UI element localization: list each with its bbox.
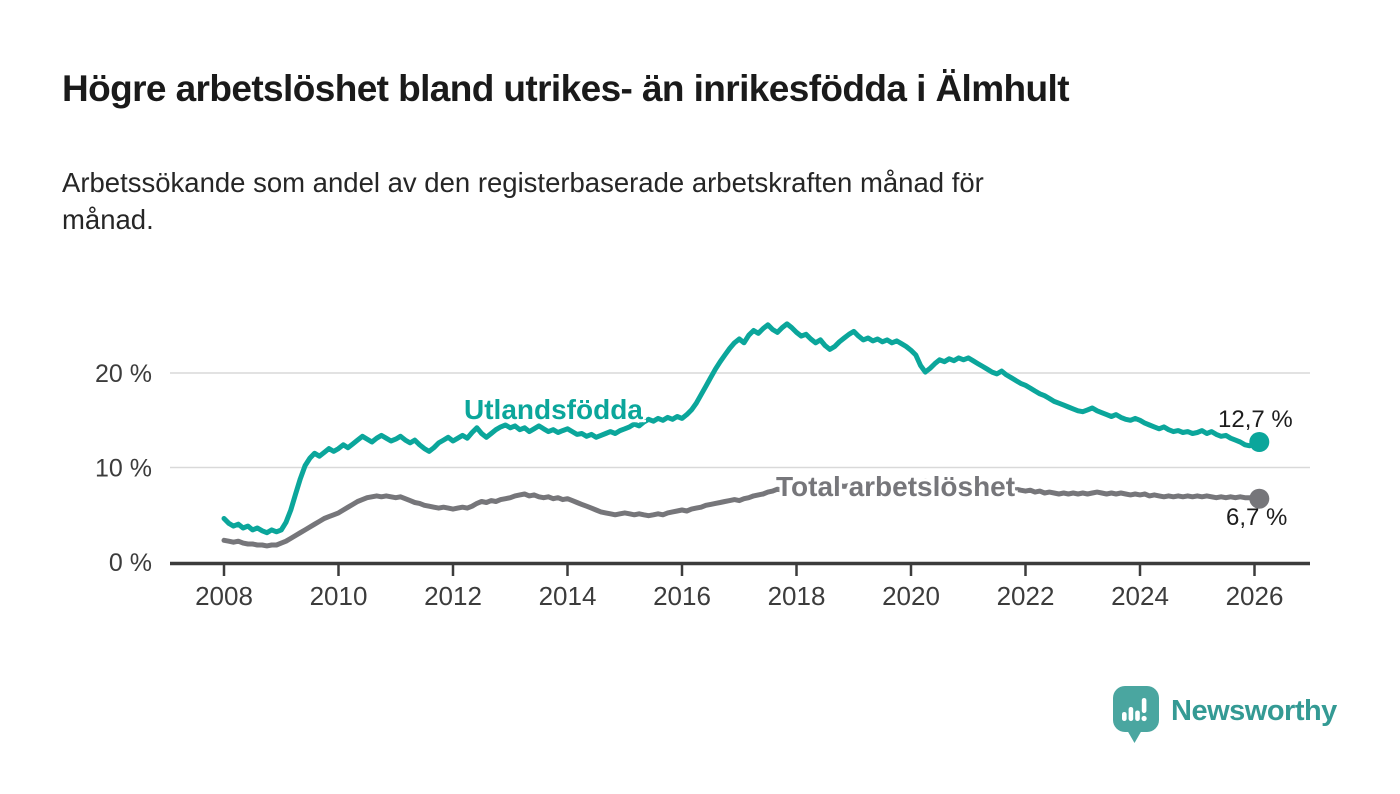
- end-value-utlandsfodda: 12,7 %: [1218, 406, 1293, 433]
- y-tick-label-20: 20 %: [95, 360, 152, 388]
- x-tick-label-2008: 2008: [195, 581, 253, 611]
- logo-bar-2: [1128, 707, 1134, 721]
- newsworthy-logo: Newsworthy: [1112, 686, 1337, 744]
- series-label-total-arbetsloshet: Total arbetslöshet: [776, 471, 1016, 502]
- logo-bar-3: [1135, 710, 1140, 721]
- y-tick-label-0: 0 %: [109, 549, 152, 577]
- page-title: Högre arbetslöshet bland utrikes- än inr…: [62, 68, 1070, 109]
- x-tick-label-2020: 2020: [882, 581, 940, 611]
- series-end-dot-total: [1249, 488, 1270, 509]
- logo-bar-1: [1122, 712, 1127, 721]
- end-value-total-arbetsloshet: 6,7 %: [1226, 504, 1288, 531]
- series-line-utlandsfodda: [221, 321, 1262, 536]
- newsworthy-logo-text: Newsworthy: [1171, 694, 1337, 727]
- logo-exclamation-stroke: [1141, 698, 1147, 713]
- logo-exclamation-dot: [1141, 715, 1147, 722]
- newsworthy-bubble-icon: [1113, 686, 1159, 743]
- series-end-dot-utlandsfodda: [1249, 432, 1270, 452]
- series-label-utlandsfodda: Utlandsfödda: [464, 394, 643, 425]
- x-tick-label-2024: 2024: [1111, 581, 1169, 611]
- logo-bubble-tail: [1127, 730, 1142, 743]
- logo-bubble: [1113, 686, 1159, 732]
- x-tick-label-2014: 2014: [539, 581, 597, 611]
- x-tick-label-2016: 2016: [653, 581, 711, 611]
- x-tick-label-2018: 2018: [768, 581, 826, 611]
- series-line-total: [221, 478, 1262, 549]
- x-tick-label-2022: 2022: [997, 581, 1055, 611]
- x-tick-label-2026: 2026: [1226, 581, 1284, 611]
- page-subtitle: Arbetssökande som andel av den registerb…: [62, 167, 984, 236]
- y-tick-label-10: 10 %: [95, 455, 152, 483]
- x-tick-label-2012: 2012: [424, 581, 482, 611]
- x-tick-label-2010: 2010: [310, 581, 368, 611]
